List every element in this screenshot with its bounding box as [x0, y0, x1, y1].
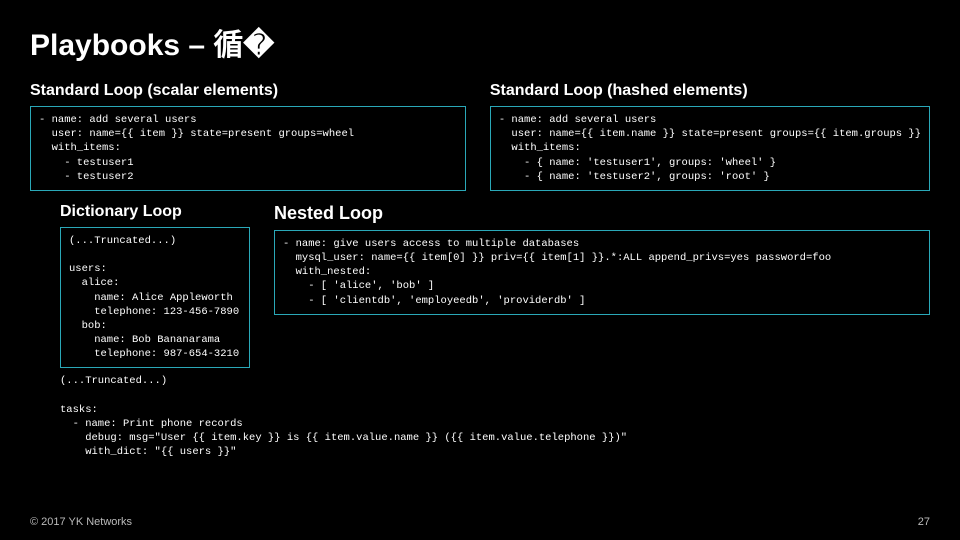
hashed-section: Standard Loop (hashed elements) - name: … — [490, 82, 930, 191]
hashed-heading: Standard Loop (hashed elements) — [490, 82, 930, 100]
footer-copyright: © 2017 YK Networks — [30, 516, 132, 528]
nested-heading: Nested Loop — [274, 203, 930, 224]
row-bottom: Dictionary Loop (...Truncated...) users:… — [30, 203, 930, 369]
dict-heading: Dictionary Loop — [60, 203, 250, 221]
nested-code: - name: give users access to multiple da… — [274, 230, 930, 315]
scalar-code: - name: add several users user: name={{ … — [30, 106, 466, 191]
dict-after: (...Truncated...) tasks: - name: Print p… — [30, 374, 930, 459]
scalar-section: Standard Loop (scalar elements) - name: … — [30, 82, 466, 191]
scalar-heading: Standard Loop (scalar elements) — [30, 82, 466, 100]
footer: © 2017 YK Networks 27 — [30, 516, 930, 528]
nested-section: Nested Loop - name: give users access to… — [274, 203, 930, 315]
dict-code: (...Truncated...) users: alice: name: Al… — [60, 227, 250, 369]
slide: Playbooks – 循� Standard Loop (scalar ele… — [0, 0, 960, 540]
hashed-code: - name: add several users user: name={{ … — [490, 106, 930, 191]
dict-section: Dictionary Loop (...Truncated...) users:… — [30, 203, 250, 369]
row-top: Standard Loop (scalar elements) - name: … — [30, 82, 930, 191]
slide-title: Playbooks – 循� — [30, 20, 930, 64]
footer-page-number: 27 — [918, 516, 930, 528]
